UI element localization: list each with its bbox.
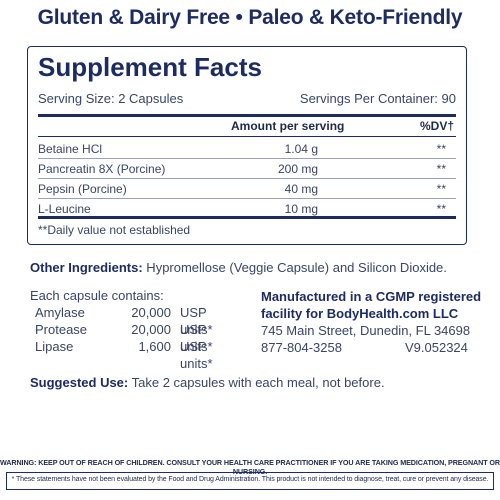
manufacturer-contact: 877-804-3258 V9.052324 (261, 339, 481, 356)
table-row: Pepsin (Porcine) 40 mg ** (38, 179, 456, 199)
capsule-heading: Each capsule contains: (30, 288, 164, 303)
suggested-use-text: Take 2 capsules with each meal, not befo… (128, 375, 385, 390)
ingredient-name: Pancreatin 8X (Porcine) (38, 162, 166, 176)
enzyme-value: 1,600 (138, 339, 171, 354)
serving-size: Serving Size: 2 Capsules (38, 91, 184, 106)
row-divider (38, 198, 456, 199)
fda-disclaimer: * These statements have not been evaluat… (11, 476, 489, 483)
other-ingredients-label: Other Ingredients: (30, 260, 143, 275)
enzyme-name: Protease (35, 322, 88, 337)
other-ingredients-text: Hypromellose (Veggie Capsule) and Silico… (142, 260, 447, 275)
bottom-divider (38, 216, 456, 219)
enzyme-value: 20,000 (131, 322, 171, 337)
table-row: L-Leucine 10 mg ** (38, 199, 456, 219)
facts-title: Supplement Facts (38, 52, 262, 82)
enzyme-value: 20,000 (131, 305, 171, 320)
manufacturer-line2: facility for BodyHealth.com LLC (261, 306, 459, 321)
ingredient-amount: 1.04 g (284, 142, 318, 156)
manufacturer-line1: Manufactured in a CGMP registered (261, 289, 482, 304)
enzyme-unit: USP units* (180, 339, 213, 371)
enzyme-unit: USP units* (180, 305, 213, 337)
thick-divider (38, 114, 456, 117)
ingredient-dv: ** (436, 162, 446, 176)
amount-column-header: Amount per serving (231, 119, 345, 133)
enzyme-unit: USP units* (180, 322, 213, 354)
enzyme-row: Lipase 1,600 USP units* (30, 338, 213, 371)
ingredient-amount: 40 mg (284, 182, 318, 196)
ingredient-name: L-Leucine (38, 202, 91, 216)
ingredient-name: Betaine HCl (38, 142, 103, 156)
fda-disclaimer-box: * These statements have not been evaluat… (6, 472, 494, 490)
warning-text: WARNING: KEEP OUT OF REACH OF CHILDREN. … (0, 458, 500, 476)
ingredient-name: Pepsin (Porcine) (38, 182, 127, 196)
manufacturer-info: Manufactured in a CGMP registered facili… (261, 288, 481, 356)
label-version: V9.052324 (405, 340, 468, 355)
dv-footnote: **Daily value not established (38, 223, 191, 237)
enzyme-name: Amylase (35, 305, 85, 320)
enzyme-row: Amylase 20,000 USP units* (30, 304, 213, 337)
ingredient-amount: 200 mg (277, 162, 318, 176)
table-row: Pancreatin 8X (Porcine) 200 mg ** (38, 159, 456, 179)
headline: Gluten & Dairy Free • Paleo & Keto-Frien… (37, 6, 463, 29)
row-divider (38, 158, 456, 159)
ingredient-dv: ** (436, 182, 446, 196)
header-divider (38, 136, 456, 137)
dv-column-header: %DV† (419, 119, 454, 133)
servings-per-container: Servings Per Container: 90 (299, 91, 456, 106)
table-row: Betaine HCl 1.04 g ** (38, 139, 456, 159)
ingredient-amount: 10 mg (284, 202, 318, 216)
manufacturer-address: 745 Main Street, Dunedin, FL 34698 (261, 323, 471, 338)
supplement-facts-panel: Supplement Facts Serving Size: 2 Capsule… (27, 46, 467, 245)
enzyme-name: Lipase (35, 339, 74, 354)
ingredient-dv: ** (436, 142, 446, 156)
capsule-contents: Each capsule contains: Amylase 20,000 US… (30, 287, 213, 371)
suggested-use: Suggested Use: Take 2 capsules with each… (30, 375, 385, 390)
serving-info: Serving Size: 2 Capsules Servings Per Co… (38, 91, 456, 106)
other-ingredients: Other Ingredients: Hypromellose (Veggie … (30, 260, 447, 275)
ingredient-dv: ** (436, 202, 446, 216)
suggested-use-label: Suggested Use: (30, 375, 129, 390)
row-divider (38, 178, 456, 179)
enzyme-row: Protease 20,000 USP units* (30, 321, 213, 354)
manufacturer-phone: 877-804-3258 (261, 340, 342, 355)
